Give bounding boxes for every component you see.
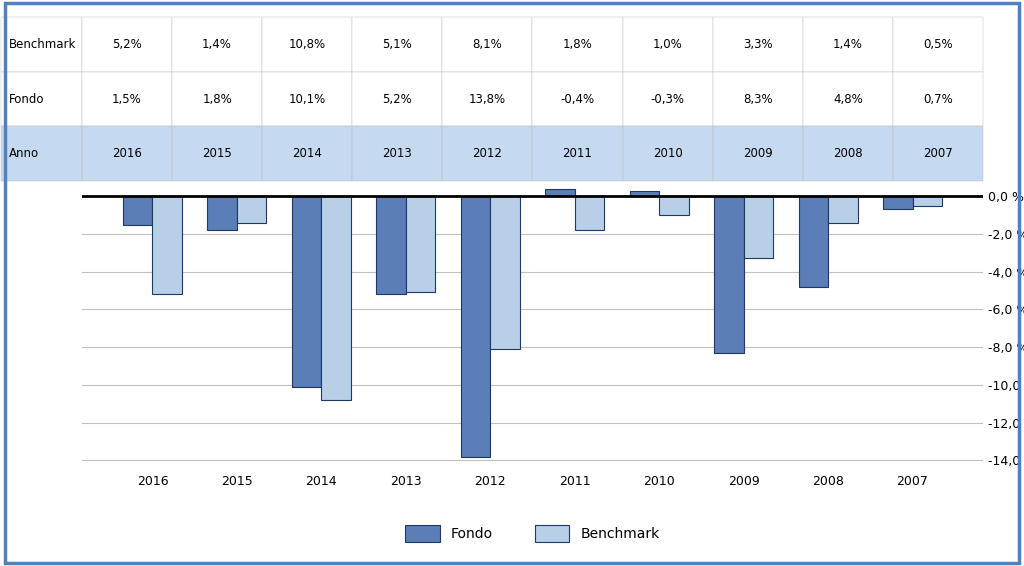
Bar — [376, 196, 406, 294]
Bar — [406, 196, 435, 293]
Bar — [659, 196, 689, 215]
Bar — [237, 196, 266, 222]
Bar — [743, 196, 773, 259]
Bar — [490, 196, 520, 349]
Bar — [123, 196, 153, 225]
Bar — [714, 196, 743, 353]
Bar — [153, 196, 182, 294]
Bar — [799, 196, 828, 287]
Bar — [912, 196, 942, 205]
Bar — [461, 196, 490, 457]
Bar — [883, 196, 912, 209]
Bar — [545, 188, 574, 196]
Bar — [828, 196, 858, 222]
Bar — [322, 196, 351, 400]
Legend: Fondo, Benchmark: Fondo, Benchmark — [399, 520, 666, 548]
Bar — [207, 196, 237, 230]
Bar — [630, 191, 659, 196]
Bar — [292, 196, 322, 387]
Bar — [574, 196, 604, 230]
